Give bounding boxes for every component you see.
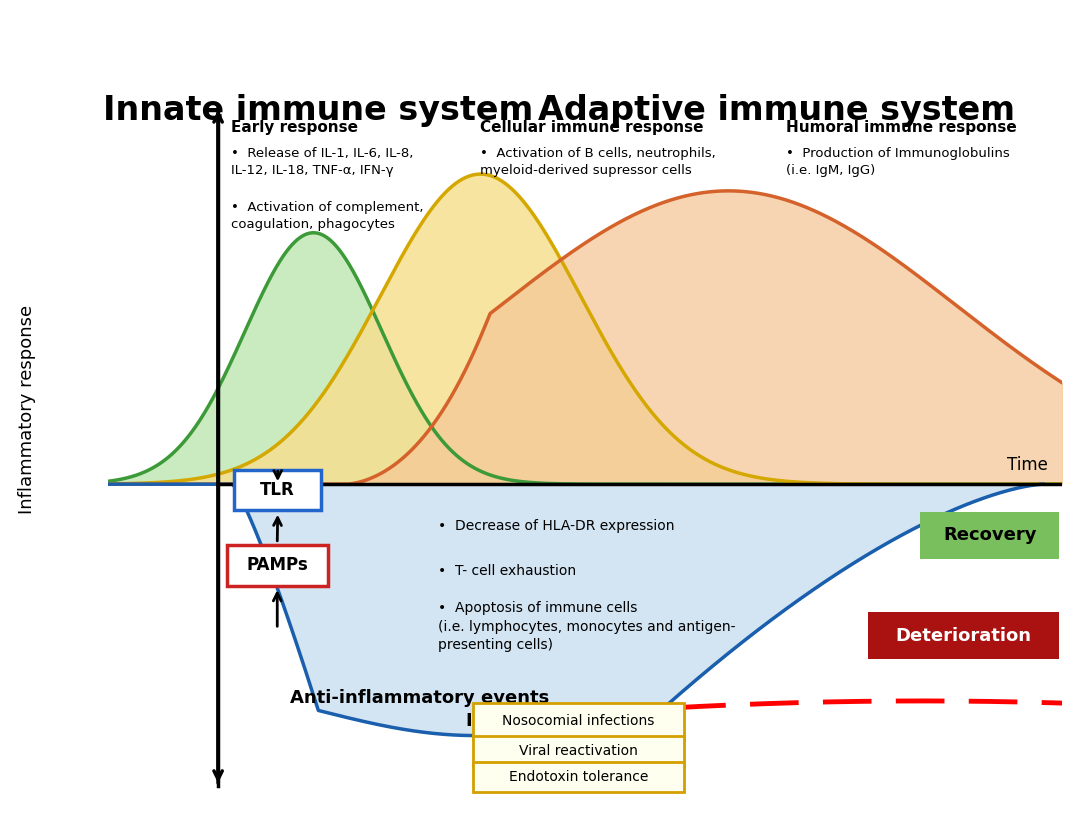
Text: Immunoparalysis: Immunoparalysis — [465, 712, 638, 730]
Text: Endotoxin tolerance: Endotoxin tolerance — [508, 770, 648, 784]
FancyBboxPatch shape — [234, 470, 321, 510]
Text: •  Production of Immunoglobulins
(i.e. IgM, IgG): • Production of Immunoglobulins (i.e. Ig… — [786, 147, 1009, 177]
FancyBboxPatch shape — [867, 613, 1059, 659]
Text: Innate immune system: Innate immune system — [103, 94, 533, 128]
Text: TLR: TLR — [260, 481, 295, 499]
Text: •  T- cell exhaustion: • T- cell exhaustion — [438, 563, 576, 577]
Text: Viral reactivation: Viral reactivation — [519, 744, 637, 758]
Text: PAMPs: PAMPs — [246, 556, 308, 574]
Text: Recovery: Recovery — [943, 527, 1036, 545]
FancyBboxPatch shape — [920, 512, 1059, 559]
Text: Early response: Early response — [231, 120, 358, 134]
FancyBboxPatch shape — [473, 736, 684, 767]
Text: Anti-inflammatory events: Anti-inflammatory events — [289, 689, 549, 707]
Text: •  Release of IL-1, IL-6, IL-8,
IL-12, IL-18, TNF-α, IFN-γ: • Release of IL-1, IL-6, IL-8, IL-12, IL… — [231, 147, 413, 177]
Text: Time: Time — [1007, 456, 1048, 474]
FancyBboxPatch shape — [473, 762, 684, 792]
FancyBboxPatch shape — [227, 545, 327, 586]
Text: Adaptive immune system: Adaptive immune system — [538, 94, 1015, 128]
FancyBboxPatch shape — [473, 703, 684, 740]
Text: •  Activation of B cells, neutrophils,
myeloid-derived supressor cells: • Activation of B cells, neutrophils, my… — [480, 147, 717, 177]
Text: Deterioration: Deterioration — [895, 627, 1032, 645]
Text: •  Apoptosis of immune cells
(i.e. lymphocytes, monocytes and antigen-
presentin: • Apoptosis of immune cells (i.e. lympho… — [438, 601, 735, 652]
Text: •  Decrease of HLA-DR expression: • Decrease of HLA-DR expression — [438, 519, 674, 533]
Text: Nosocomial infections: Nosocomial infections — [502, 714, 655, 728]
Text: Humoral immune response: Humoral immune response — [786, 120, 1017, 134]
Text: Inflammatory response: Inflammatory response — [18, 305, 36, 514]
Text: Cellular immune response: Cellular immune response — [480, 120, 704, 134]
Text: •  Activation of complement,
coagulation, phagocytes: • Activation of complement, coagulation,… — [231, 201, 423, 231]
